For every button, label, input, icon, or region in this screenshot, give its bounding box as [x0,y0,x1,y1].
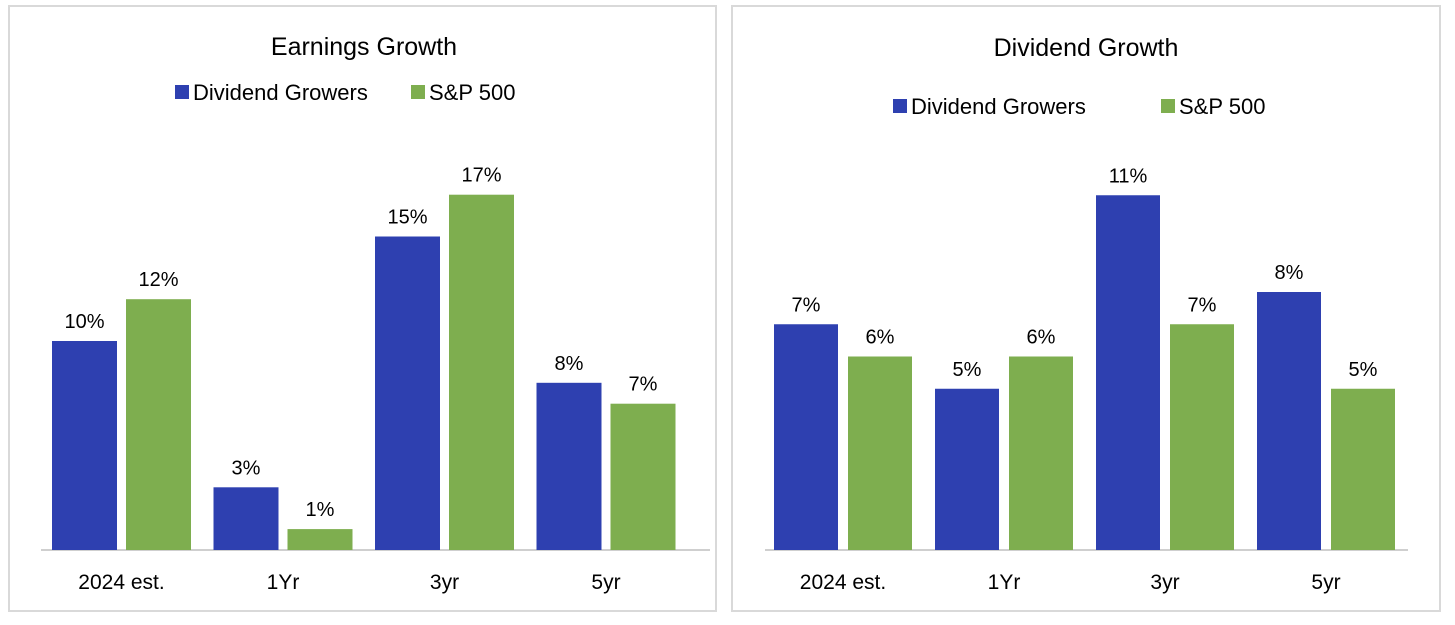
bar-sp500 [1170,324,1234,550]
legend-swatch-dividend-growers [175,85,189,99]
legend-label-sp500: S&P 500 [1179,94,1265,119]
bar-dividend-growers [213,487,279,550]
bar-sp500 [449,194,514,550]
bars-layer: 7% 6% 2024 est. 5% 6% 1Yr 11% 7% 3yr 8% 5% 5yr [765,165,1408,594]
chart-title: Earnings Growth [271,33,457,61]
bar-sp500 [848,356,912,550]
bars-layer: 10% 12% 2024 est. 3% 1% 1Yr 15% 17% 3yr 8% 7% 5yr [41,165,710,594]
x-tick-label: 2024 est. [800,571,886,594]
legend-swatch-dividend-growers [893,99,907,113]
data-label: 1% [306,499,335,521]
chart-title: Dividend Growth [994,34,1179,62]
bar-sp500 [1331,388,1395,550]
bar-dividend-growers [774,324,838,550]
legend-label-dividend-growers: Dividend Growers [193,80,368,105]
x-tick-label: 2024 est. [78,571,164,594]
dividend-growth-chart: Dividend Growth Dividend Growers S&P 500… [731,5,1441,612]
x-tick-label: 5yr [591,571,620,594]
legend-swatch-sp500 [1161,99,1175,113]
earnings-growth-chart-svg: Earnings Growth Dividend Growers S&P 500… [41,33,710,594]
x-tick-label: 1Yr [267,571,300,594]
bar-dividend-growers [935,388,999,550]
data-label: 17% [461,165,501,187]
legend-label-sp500: S&P 500 [429,80,515,105]
bar-sp500 [610,403,676,550]
data-label: 6% [866,327,895,349]
legend-swatch-sp500 [411,85,425,99]
data-label: 7% [1188,294,1217,316]
data-label: 3% [232,457,261,479]
data-label: 15% [387,207,427,229]
bar-dividend-growers [536,382,602,550]
x-tick-label: 3yr [1150,571,1179,594]
bar-sp500 [126,299,191,550]
data-label: 8% [555,353,584,375]
data-label: 12% [138,269,178,291]
bar-dividend-growers [52,341,117,550]
data-label: 7% [629,374,658,396]
x-tick-label: 3yr [430,571,459,594]
dividend-growth-chart-svg: Dividend Growth Dividend Growers S&P 500… [765,34,1408,594]
bar-dividend-growers [375,236,440,550]
x-tick-label: 5yr [1311,571,1340,594]
bar-dividend-growers [1257,292,1321,550]
bar-dividend-growers [1096,195,1160,550]
data-label: 8% [1275,262,1304,284]
data-label: 6% [1027,327,1056,349]
data-label: 5% [1349,359,1378,381]
data-label: 10% [64,311,104,333]
data-label: 5% [953,359,982,381]
bar-sp500 [1009,356,1073,550]
x-tick-label: 1Yr [988,571,1021,594]
earnings-growth-chart: Earnings Growth Dividend Growers S&P 500… [8,5,717,612]
legend-label-dividend-growers: Dividend Growers [911,94,1086,119]
data-label: 11% [1109,165,1148,187]
bar-sp500 [287,529,353,550]
data-label: 7% [792,294,821,316]
